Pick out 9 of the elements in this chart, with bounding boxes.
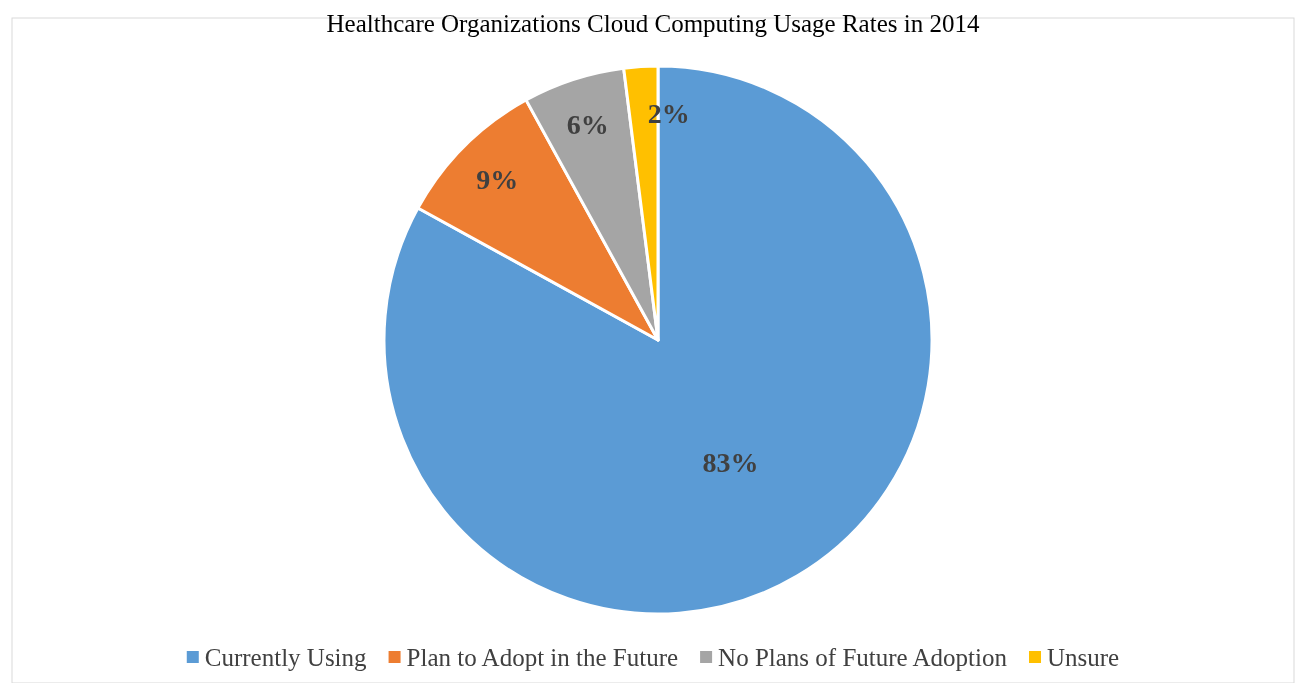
legend-label: Currently Using bbox=[204, 643, 368, 671]
data-label: 6% bbox=[566, 108, 609, 140]
legend-label: Plan to Adopt in the Future bbox=[406, 643, 679, 671]
data-label: 83% bbox=[702, 447, 759, 479]
chart-title: Healthcare Organizations Cloud Computing Usage Rates in 2014 bbox=[326, 10, 980, 37]
legend-label: No Plans of Future Adoption bbox=[718, 643, 1008, 671]
legend-label: Unsure bbox=[1047, 643, 1120, 671]
data-label: 9% bbox=[476, 163, 519, 195]
pie-slice bbox=[382, 64, 934, 616]
